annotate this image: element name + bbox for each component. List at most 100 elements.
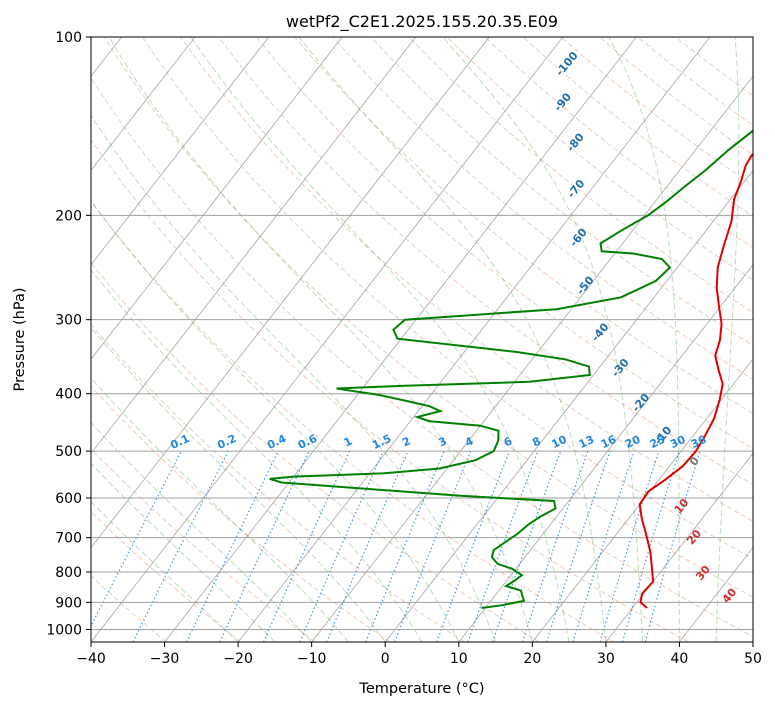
mixing-ratio-label: 0.1 (168, 432, 191, 452)
mixing-ratio-label: 6 (502, 434, 515, 449)
moist-adiabat-label: 10 (672, 496, 692, 516)
mixing-ratio-line (622, 450, 680, 642)
dry-adiabat-line (637, 37, 753, 126)
mixing-ratio-line (394, 450, 472, 642)
mixing-ratio-label: 0.6 (296, 432, 319, 452)
x-tick-label: 40 (671, 651, 689, 667)
dry-adiabat-line (332, 37, 753, 380)
dry-adiabat-line (218, 37, 753, 486)
y-tick-label: 1000 (46, 622, 82, 638)
mixing-ratio-label: 16 (599, 433, 619, 451)
dry-adiabat-line (91, 575, 167, 642)
isotherm-line (237, 37, 711, 642)
mixing-ratio-line (546, 450, 611, 642)
mixing-ratio-label: 25 (648, 433, 667, 451)
mixing-ratio-line (326, 450, 409, 642)
mixing-ratio-label: 0.2 (215, 432, 238, 452)
isotherm-line (91, 37, 490, 549)
moist-adiabat-line (91, 199, 460, 642)
isotherm-line (384, 169, 753, 642)
isotherm-line (91, 37, 564, 642)
mixing-ratio-label: 1 (342, 434, 354, 449)
mixing-ratio-line (262, 450, 351, 642)
x-tick-label: 30 (597, 651, 615, 667)
moist-adiabat-line (91, 114, 497, 642)
x-tick-label: 50 (744, 651, 762, 667)
moist-adiabat-line (91, 421, 313, 642)
mixing-ratio-line (467, 450, 539, 642)
mixing-ratio-line (599, 450, 660, 642)
y-axis-title: Pressure (hPa) (12, 287, 28, 391)
isotherm-line (91, 37, 343, 360)
mixing-ratio-line (492, 450, 562, 642)
mixing-ratio-label: 4 (463, 434, 476, 449)
x-axis: −40 −30 −20 −10 0 10 20 30 40 50 (76, 642, 762, 667)
y-tick-label: 900 (55, 595, 82, 611)
dry-adiabat-line (522, 37, 753, 218)
mixing-ratio-label: 30 (668, 433, 688, 451)
moist-adiabat-label: 20 (684, 527, 704, 547)
dry-adiabat-line (91, 385, 391, 642)
dry-adiabat-line (91, 323, 465, 642)
x-tick-label: 20 (523, 651, 541, 667)
isotherm-line (311, 75, 753, 642)
dry-adiabat-line (91, 200, 614, 642)
dry-adiabat-label: -60 (567, 226, 590, 250)
pressure-grid (91, 37, 753, 630)
moist-adiabat-line (608, 37, 680, 642)
isotherm-line (91, 37, 196, 172)
x-tick-label: −10 (297, 651, 327, 667)
y-tick-label: 500 (55, 444, 82, 460)
y-tick-label: 200 (55, 208, 82, 224)
mixing-ratio-line (365, 450, 445, 642)
dry-adiabat-label: -70 (565, 177, 588, 201)
isotherm-line (531, 358, 753, 642)
mixing-ratio-line (436, 450, 511, 642)
dry-adiabat-line (598, 37, 753, 156)
background-lines (91, 37, 753, 642)
dry-adiabat-line (91, 76, 753, 638)
moist-adiabat-line (91, 268, 423, 642)
moist-adiabat-label: 0 (687, 454, 702, 468)
dry-adiabat-line (91, 262, 540, 642)
isotherm-line (605, 452, 753, 642)
mixing-ratio-line (572, 450, 635, 642)
x-tick-label: 0 (381, 651, 390, 667)
data-series (269, 129, 753, 609)
dry-adiabat-label: -100 (553, 49, 581, 79)
y-tick-label: 300 (55, 313, 82, 329)
moist-adiabat-line (190, 37, 570, 642)
moist-adiabat-line (715, 37, 740, 642)
x-tick-label: −40 (76, 651, 106, 667)
moist-adiabat-line (108, 37, 533, 642)
moist-adiabat-line (91, 377, 349, 642)
moist-adiabat-line (442, 37, 644, 642)
mixing-ratio-label: 10 (550, 433, 570, 451)
mixing-ratio-label: 20 (623, 433, 643, 451)
plot-frame (90, 36, 754, 643)
x-tick-label: −30 (150, 651, 180, 667)
dry-adiabat-label: -20 (630, 391, 653, 415)
isotherm-line (752, 641, 753, 642)
mixing-ratio-label: 0.4 (265, 432, 288, 452)
dry-adiabat-line (141, 37, 753, 560)
temperature-profile-line (638, 152, 753, 609)
mixing-ratio-label: 36 (689, 433, 709, 451)
isotherm-line (91, 37, 270, 266)
dry-adiabat-line (91, 511, 242, 642)
mixing-ratio-label: 13 (577, 433, 596, 451)
moist-adiabat-line (91, 326, 386, 642)
isoline-labels: -100-90-80-70-60-50-40-30-20-10010203040… (168, 49, 739, 606)
mixing-ratio-label: 2 (400, 434, 412, 449)
y-tick-label: 400 (55, 387, 82, 403)
dry-adiabat-line (294, 37, 753, 415)
mixing-ratio-line (219, 450, 310, 642)
mixing-ratio-line (644, 450, 701, 642)
dry-adiabat-label: -90 (551, 90, 574, 114)
y-tick-label: 100 (55, 30, 82, 46)
x-tick-label: 10 (450, 651, 468, 667)
dry-adiabat-line (256, 37, 753, 450)
y-tick-label: 800 (55, 565, 82, 581)
isotherm-line (91, 37, 417, 455)
